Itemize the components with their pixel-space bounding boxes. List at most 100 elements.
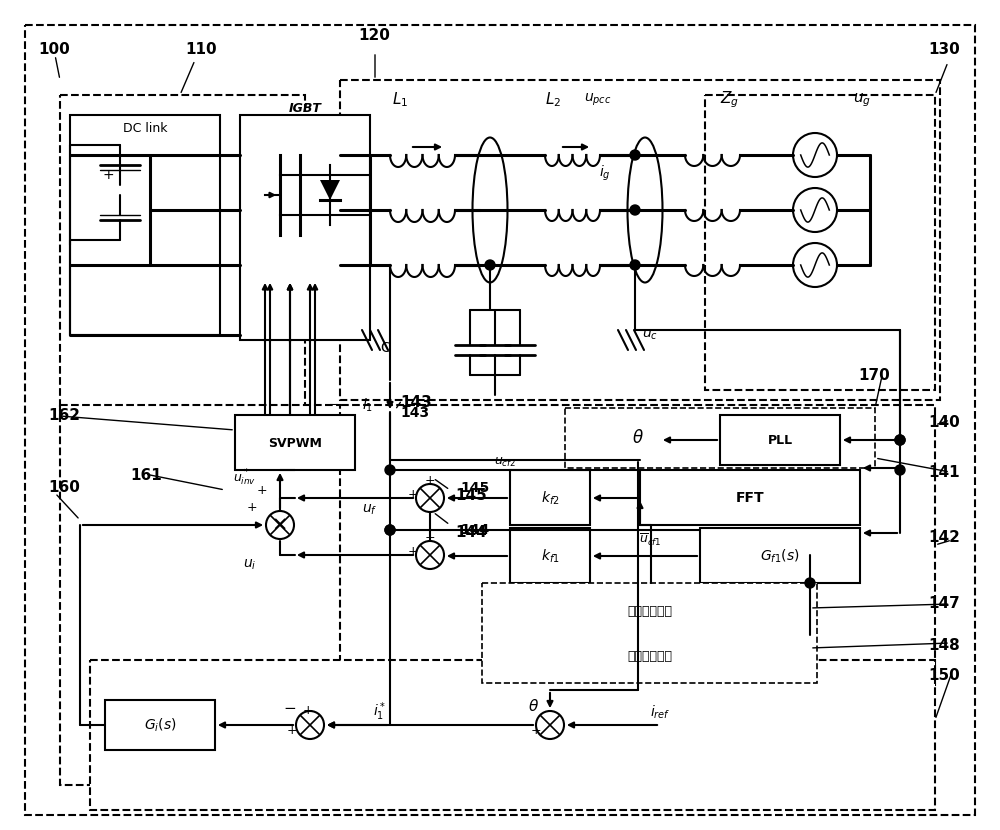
Text: SVPWM: SVPWM xyxy=(268,437,322,450)
Circle shape xyxy=(793,243,837,287)
Text: $u_c$: $u_c$ xyxy=(642,328,658,342)
Text: $u_{pcc}$: $u_{pcc}$ xyxy=(584,92,612,108)
Text: DC link: DC link xyxy=(123,121,167,134)
Text: 161: 161 xyxy=(130,468,162,483)
Text: +: + xyxy=(425,473,435,486)
Circle shape xyxy=(630,260,640,270)
Bar xyxy=(490,590,810,632)
Text: 120: 120 xyxy=(358,28,390,43)
Bar xyxy=(700,528,860,583)
Text: $\overline{u}_{cf1}$: $\overline{u}_{cf1}$ xyxy=(639,532,661,548)
Circle shape xyxy=(895,435,905,445)
Text: $-$: $-$ xyxy=(283,699,297,714)
Text: $u^*_{inv}$: $u^*_{inv}$ xyxy=(233,468,257,488)
Text: 148: 148 xyxy=(928,638,960,653)
Text: $\theta$: $\theta$ xyxy=(632,429,644,447)
Text: 100: 100 xyxy=(38,42,70,57)
Text: 143: 143 xyxy=(400,406,429,420)
Text: $L_2$: $L_2$ xyxy=(545,90,561,110)
Text: $i_1$: $i_1$ xyxy=(362,396,374,413)
Text: $i_g$: $i_g$ xyxy=(599,164,611,183)
Circle shape xyxy=(485,260,495,270)
Circle shape xyxy=(266,511,294,539)
Circle shape xyxy=(793,188,837,232)
Circle shape xyxy=(793,133,837,177)
Text: +: + xyxy=(247,500,257,514)
Text: 141: 141 xyxy=(928,465,960,480)
Text: 142: 142 xyxy=(928,530,960,545)
Bar xyxy=(105,700,215,750)
Bar xyxy=(60,405,340,785)
Text: 140: 140 xyxy=(928,415,960,430)
Circle shape xyxy=(895,435,905,445)
Bar xyxy=(510,470,590,525)
Text: 110: 110 xyxy=(185,42,217,57)
Bar xyxy=(340,80,940,400)
Text: 144: 144 xyxy=(460,523,489,537)
Bar xyxy=(60,95,305,420)
Text: ×: × xyxy=(272,515,288,535)
Text: $u_f$: $u_f$ xyxy=(362,503,378,517)
Circle shape xyxy=(895,465,905,475)
Bar xyxy=(640,470,860,525)
Text: $Z_g$: $Z_g$ xyxy=(720,90,740,110)
Circle shape xyxy=(296,711,324,739)
Text: 130: 130 xyxy=(928,42,960,57)
Bar xyxy=(510,528,590,583)
Text: IGBT: IGBT xyxy=(289,101,321,115)
Bar xyxy=(240,115,370,340)
Circle shape xyxy=(416,484,444,512)
Bar xyxy=(90,660,935,810)
Text: 145: 145 xyxy=(455,488,487,503)
Text: +: + xyxy=(408,544,418,558)
Bar xyxy=(720,415,840,465)
Text: 170: 170 xyxy=(858,368,890,383)
Text: +: + xyxy=(408,487,418,500)
Bar xyxy=(490,635,810,677)
Text: $G_{f1}(s)$: $G_{f1}(s)$ xyxy=(760,547,800,564)
Text: $k_{f1}$: $k_{f1}$ xyxy=(541,547,559,564)
Text: +: + xyxy=(102,168,114,182)
Text: 143: 143 xyxy=(400,395,432,410)
Text: 频率确定单元: 频率确定单元 xyxy=(628,604,672,618)
Circle shape xyxy=(385,465,395,475)
Text: +: + xyxy=(287,724,297,736)
Circle shape xyxy=(385,525,395,535)
Text: +: + xyxy=(257,484,267,496)
Text: $L_1$: $L_1$ xyxy=(392,90,408,110)
Text: FFT: FFT xyxy=(736,491,764,505)
Text: +: + xyxy=(531,724,541,736)
Circle shape xyxy=(805,578,815,588)
Bar xyxy=(330,405,935,685)
Bar xyxy=(565,408,875,468)
Text: $i_{ref}$: $i_{ref}$ xyxy=(650,703,670,720)
Text: +: + xyxy=(425,530,435,544)
Bar xyxy=(705,95,935,390)
Polygon shape xyxy=(320,180,340,200)
Text: $k_{f2}$: $k_{f2}$ xyxy=(541,490,559,506)
Text: 147: 147 xyxy=(928,596,960,611)
Bar xyxy=(482,583,817,683)
Text: $u_g$: $u_g$ xyxy=(853,91,871,109)
Text: $u_{cf2}$: $u_{cf2}$ xyxy=(494,456,516,469)
Text: $G_i(s)$: $G_i(s)$ xyxy=(144,716,176,734)
Text: $\theta$: $\theta$ xyxy=(528,698,540,714)
Text: $u_i$: $u_i$ xyxy=(243,558,257,572)
Text: 150: 150 xyxy=(928,668,960,683)
Circle shape xyxy=(630,205,640,215)
Bar xyxy=(70,115,220,335)
Bar xyxy=(235,415,355,470)
Text: 145: 145 xyxy=(460,481,489,495)
Circle shape xyxy=(385,525,395,535)
Text: 信号提取单元: 信号提取单元 xyxy=(628,650,672,662)
Text: 162: 162 xyxy=(48,408,80,423)
Text: PLL: PLL xyxy=(767,433,793,447)
Text: +: + xyxy=(303,704,313,716)
Text: C: C xyxy=(380,341,390,355)
Text: $i^*_1$: $i^*_1$ xyxy=(373,701,387,723)
Circle shape xyxy=(416,541,444,569)
Text: 160: 160 xyxy=(48,480,80,495)
Text: 144: 144 xyxy=(455,525,487,540)
Circle shape xyxy=(630,150,640,160)
Circle shape xyxy=(536,711,564,739)
